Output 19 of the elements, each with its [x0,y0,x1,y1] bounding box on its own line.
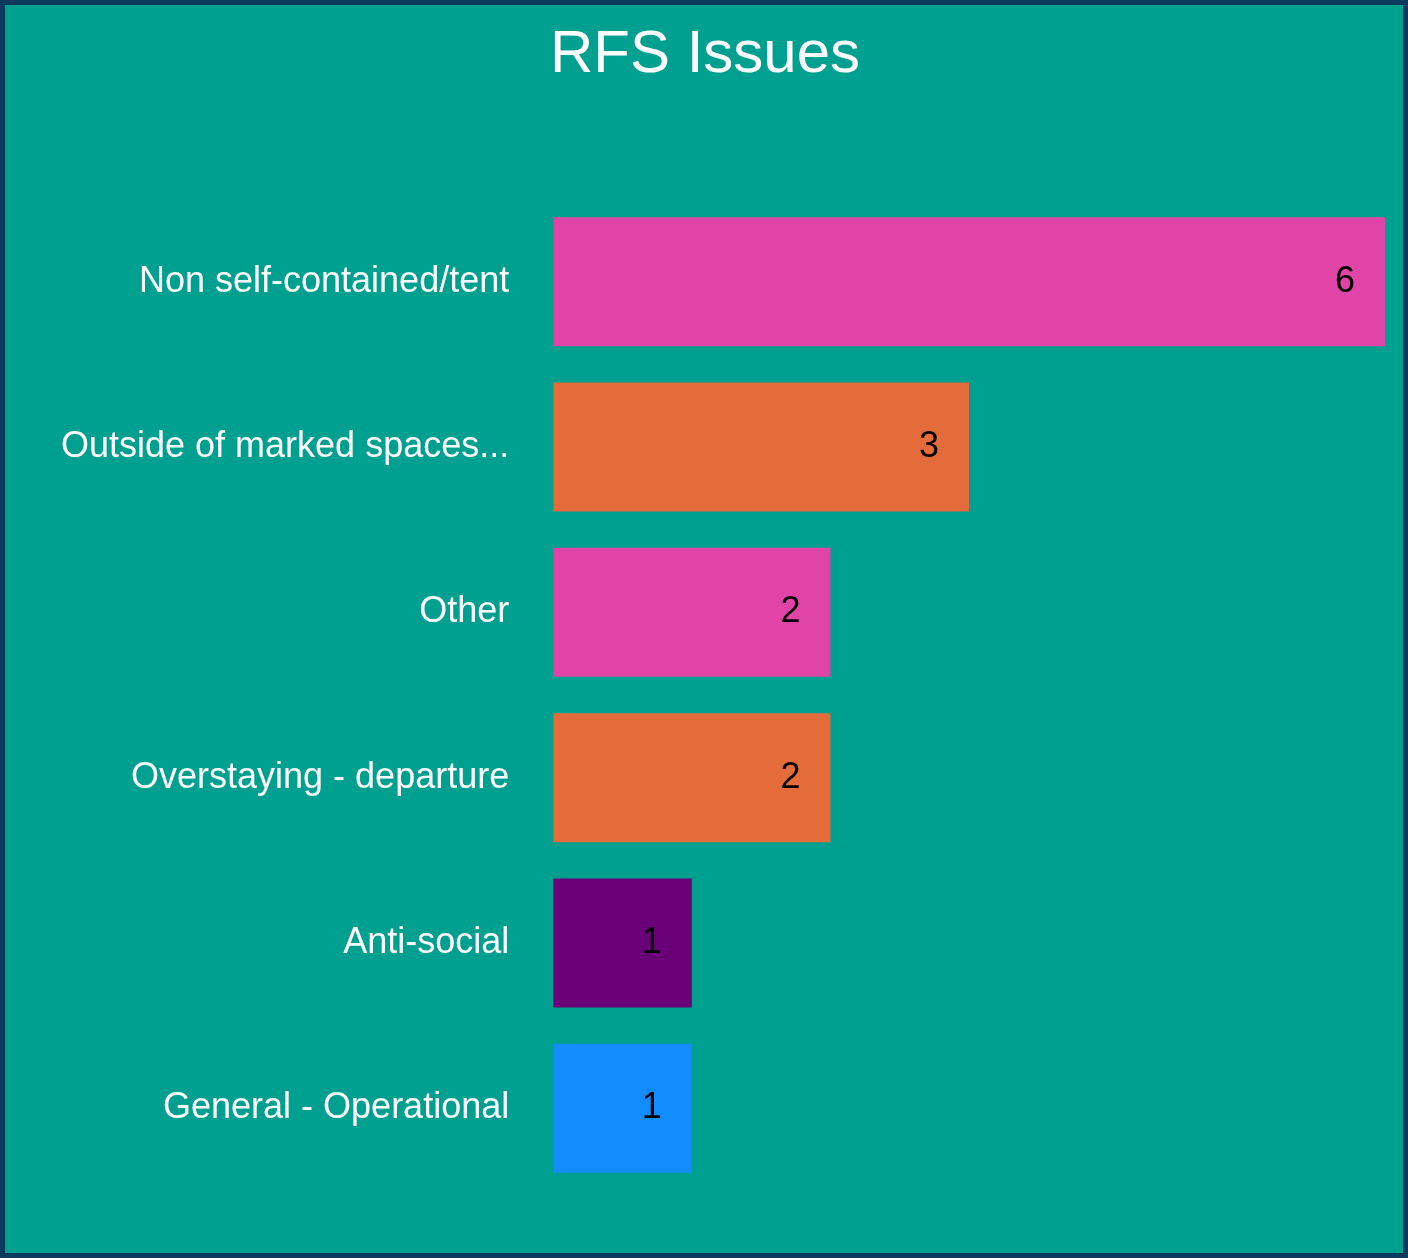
y-tick-label: Outside of marked spaces... [60,423,510,465]
bar [553,1043,692,1173]
y-tick-label: Overstaying - departure [131,754,510,796]
data-label: 2 [780,754,801,796]
bar [553,878,692,1008]
bar [553,547,831,677]
y-tick-label: Non self-contained/tent [138,258,510,300]
bar [553,217,1385,347]
data-label: 1 [641,919,662,961]
data-label: 3 [919,423,940,465]
y-tick-label: Other [419,589,510,631]
bar [553,713,831,843]
y-tick-label: General - Operational [163,1085,510,1127]
data-label: 2 [780,589,801,631]
data-label: 6 [1334,258,1355,300]
data-label: 1 [641,1085,662,1127]
bar [553,382,970,512]
y-tick-label: Anti-social [343,919,510,961]
chart-title: RFS Issues [549,17,861,85]
